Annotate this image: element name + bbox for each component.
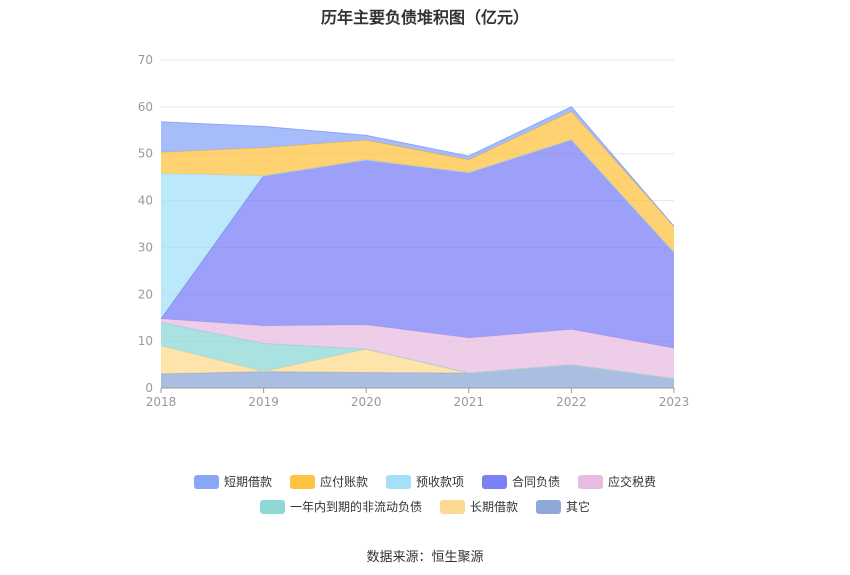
y-tick-label: 0 xyxy=(145,381,153,395)
y-tick-label: 10 xyxy=(138,334,153,348)
legend-item[interactable]: 其它 xyxy=(536,498,590,515)
area-series-0 xyxy=(161,364,674,388)
legend-swatch xyxy=(193,474,219,489)
legend-swatch xyxy=(482,474,507,489)
axes: 0 10 20 30 40 50 60 70 2018 2019 2020 2021 2022 2023 xyxy=(138,53,690,409)
legend-row-1: 短期借款 应付账款 预收款项 合同负债 应交税费 xyxy=(0,473,850,490)
x-tick-label: 2021 xyxy=(454,395,485,409)
legend-swatch xyxy=(289,474,315,489)
area-series-7 xyxy=(161,106,674,227)
area-series-6 xyxy=(161,111,674,253)
y-tick-label: 70 xyxy=(138,53,153,67)
legend-swatch xyxy=(439,499,465,514)
x-tick-label: 2019 xyxy=(248,395,279,409)
legend-label: 其它 xyxy=(566,500,591,514)
y-tick-label: 60 xyxy=(138,100,153,114)
legend-item[interactable]: 应付账款 xyxy=(289,473,368,490)
legend-swatch xyxy=(536,499,561,514)
area-series-1 xyxy=(161,345,674,379)
legend-row-2: 一年内到期的非流动负债 长期借款 其它 xyxy=(0,498,850,515)
x-tick-label: 2023 xyxy=(659,395,690,409)
area-series xyxy=(160,106,675,388)
legend-item[interactable]: 短期借款 xyxy=(193,473,272,490)
legend-item[interactable]: 合同负债 xyxy=(482,473,560,490)
y-tick-label: 20 xyxy=(138,287,153,301)
x-tick-label: 2022 xyxy=(556,395,587,409)
legend-label: 短期借款 xyxy=(223,475,272,489)
legend-swatch xyxy=(385,474,411,489)
legend-item[interactable]: 长期借款 xyxy=(439,498,518,515)
x-tick-label: 2020 xyxy=(351,395,382,409)
legend-swatch xyxy=(578,474,604,489)
legend-label: 应交税费 xyxy=(608,475,657,489)
legend-label: 应付账款 xyxy=(319,475,368,489)
y-tick-label: 50 xyxy=(138,147,153,161)
area-series-3 xyxy=(161,318,674,379)
area-series-4 xyxy=(161,139,674,349)
legend-item[interactable]: 预收款项 xyxy=(385,473,464,490)
y-tick-label: 30 xyxy=(138,240,153,254)
legend-label: 合同负债 xyxy=(512,475,561,489)
y-tick-label: 40 xyxy=(138,194,153,208)
area-series-2 xyxy=(161,322,674,379)
legend-item[interactable]: 一年内到期的非流动负债 xyxy=(259,498,422,515)
legend-swatch xyxy=(259,499,285,514)
legend-label: 预收款项 xyxy=(415,475,464,489)
legend-label: 一年内到期的非流动负债 xyxy=(289,500,422,514)
source-note: 数据来源：恒生聚源 xyxy=(366,550,484,565)
legend-label: 长期借款 xyxy=(469,500,518,514)
x-tick-label: 2018 xyxy=(146,395,177,409)
chart-title: 历年主要负债堆积图（亿元） xyxy=(320,8,529,27)
legend-item[interactable]: 应交税费 xyxy=(578,473,656,490)
series-line-7 xyxy=(160,106,675,227)
